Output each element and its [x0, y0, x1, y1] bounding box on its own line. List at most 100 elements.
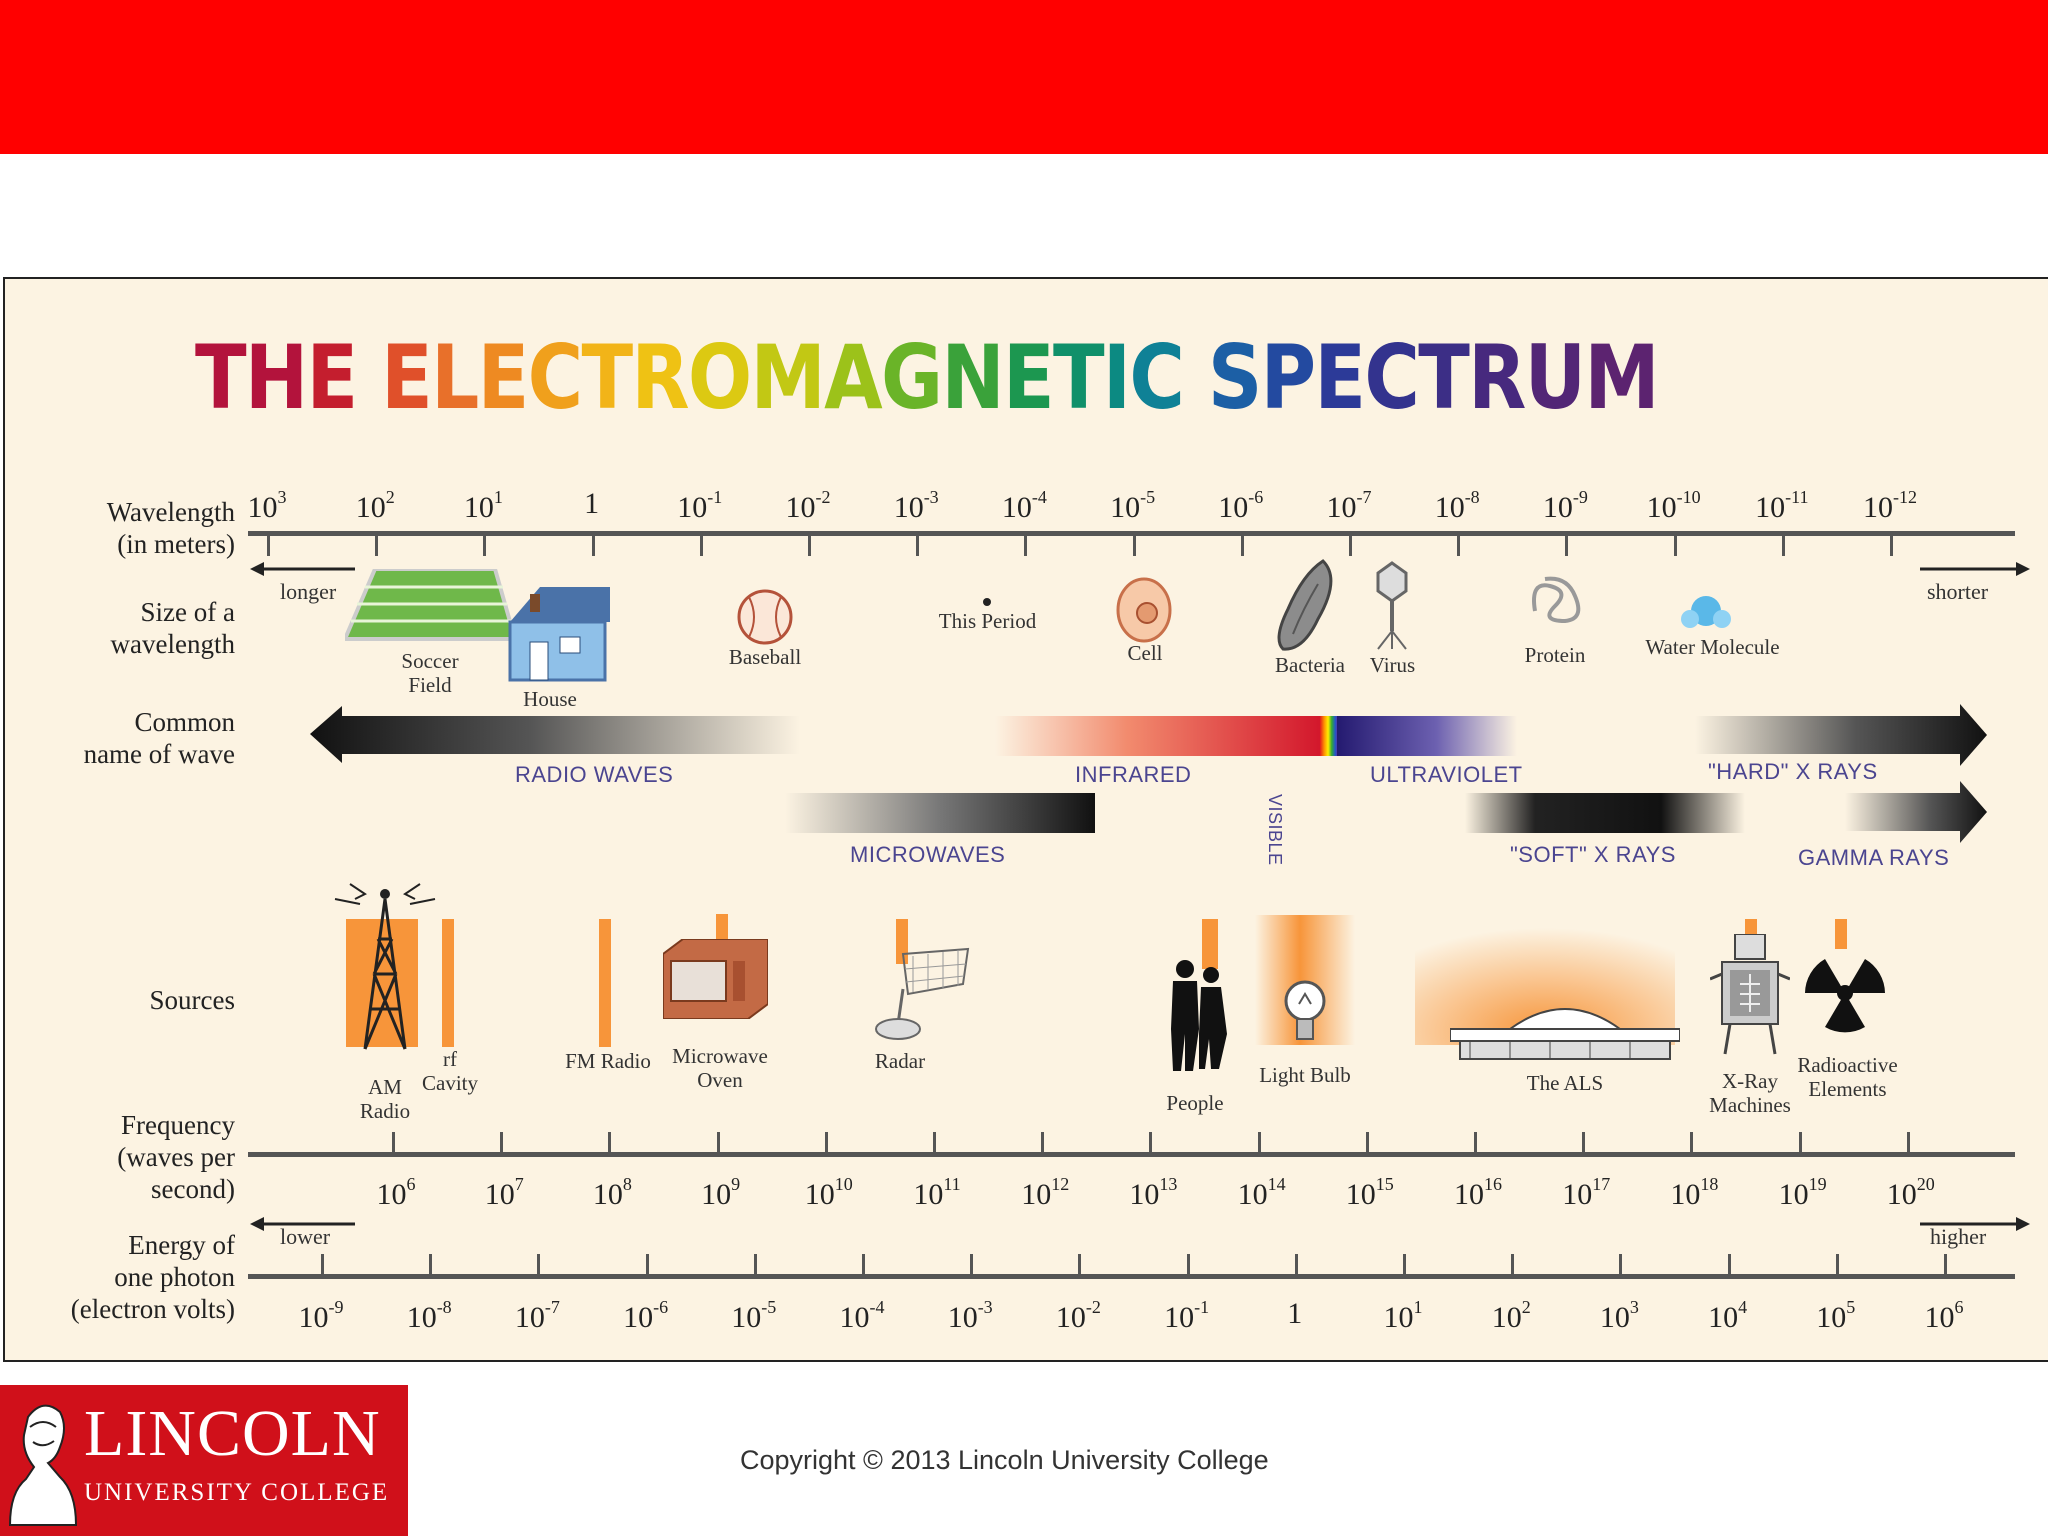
microwaves-bar — [785, 793, 1095, 833]
en-ticks-mark — [753, 1254, 757, 1274]
xray-machine-label: X-Ray Machines — [1709, 1069, 1791, 1117]
title-letter: P — [1260, 326, 1316, 429]
title-letter: T — [195, 326, 247, 429]
radar-label: Radar — [874, 1049, 926, 1073]
title-letter: I — [1102, 326, 1131, 429]
fr-tick-label: 1011 — [913, 1174, 961, 1211]
gamma-rays-label: GAMMA RAYS — [1798, 845, 1950, 870]
fr-ticks-mark — [1474, 1132, 1477, 1152]
light-bulb-icon — [1284, 980, 1326, 1040]
cell-icon — [1116, 577, 1172, 643]
people-label: People — [1166, 1091, 1224, 1115]
en-tick-label: 10-1 — [1164, 1297, 1210, 1334]
title-letter: A — [824, 326, 883, 429]
en-ticks-mark — [1944, 1254, 1947, 1274]
en-ticks-mark — [429, 1254, 433, 1274]
en-ticks-mark — [1078, 1254, 1082, 1274]
hard-xrays-bar — [1695, 704, 1987, 766]
longer-label: longer — [280, 579, 337, 604]
title-letter: E — [477, 326, 530, 429]
fr-tick-label: 106 — [376, 1174, 416, 1211]
title-letter: H — [244, 326, 308, 429]
en-tick-label: 10-5 — [731, 1297, 777, 1334]
wl-tick-label: 10-7 — [1326, 487, 1372, 524]
higher-arrow-icon — [1920, 1217, 2030, 1231]
en-ticks-mark — [537, 1254, 541, 1274]
logo-subtitle: UNIVERSITY COLLEGE — [84, 1479, 390, 1506]
soft-xrays-label: "SOFT" X RAYS — [1510, 842, 1676, 867]
am-radio-tower-icon — [334, 883, 436, 1050]
title-letter: T — [1053, 326, 1105, 429]
wl-ticks-mark — [1132, 536, 1136, 556]
wl-tick-label: 10-9 — [1542, 487, 1588, 524]
fr-tick-label: 1019 — [1778, 1174, 1827, 1211]
title-letter: C — [1129, 326, 1185, 429]
en-ticks-mark — [1619, 1254, 1623, 1274]
row-label-frequency: Frequency (waves per second) — [117, 1110, 235, 1204]
fr-tick-label: 1014 — [1237, 1174, 1286, 1211]
logo-name: LINCOLN — [84, 1397, 381, 1470]
fm-radio-glow — [599, 919, 611, 1047]
protein-icon — [1532, 576, 1581, 624]
radioactive-label: Radioactive Elements — [1797, 1053, 1898, 1101]
lower-label: lower — [280, 1224, 331, 1249]
fr-ticks-mark — [1582, 1132, 1586, 1152]
row-label-wavelength: Wavelength (in meters) — [106, 497, 235, 559]
en-ticks-mark — [970, 1254, 974, 1274]
wl-ticks-mark — [916, 536, 920, 556]
header-band — [0, 0, 2048, 154]
fr-ticks-mark — [716, 1132, 720, 1152]
visible-bar — [1320, 716, 1338, 756]
en-tick-label: 10-7 — [514, 1297, 560, 1334]
rf-cavity-glow — [442, 919, 454, 1047]
virus-label: Virus — [1369, 653, 1416, 677]
wl-ticks-mark — [808, 536, 811, 556]
title-letter: L — [431, 326, 479, 429]
fr-ticks-mark — [1149, 1132, 1153, 1152]
fr-tick-label: 1013 — [1129, 1174, 1178, 1211]
hard-xrays-label: "HARD" X RAYS — [1708, 759, 1878, 784]
wl-ticks-mark — [267, 536, 270, 556]
microwave-glow — [716, 914, 728, 944]
baseball-label: Baseball — [728, 645, 802, 669]
ultraviolet-label: ULTRAVIOLET — [1370, 762, 1523, 787]
wl-tick-label: 101 — [463, 487, 503, 524]
gamma-rays-bar — [1845, 781, 1987, 843]
copyright-text: Copyright © 2013 Lincoln University Coll… — [740, 1445, 1269, 1475]
wl-ticks-mark — [1565, 536, 1569, 556]
title-letter: C — [527, 326, 584, 429]
fr-ticks-mark — [392, 1132, 395, 1152]
wl-ticks-mark — [1781, 536, 1785, 556]
cell-label: Cell — [1127, 641, 1163, 665]
wl-ticks-mark — [1673, 536, 1677, 556]
wl-tick-label: 102 — [355, 487, 395, 524]
em-spectrum-diagram: THE ELECTROMAGNETIC SPECTRUM Wavelength(… — [3, 277, 2048, 1362]
title-letter: T — [581, 326, 633, 429]
light-bulb-label: Light Bulb — [1259, 1063, 1351, 1087]
microwaves-label: MICROWAVES — [850, 842, 1006, 867]
wl-tick-label: 10-2 — [785, 487, 831, 524]
wl-tick-label: 10-3 — [893, 487, 939, 524]
people-icon — [1171, 960, 1227, 1071]
title-letter: C — [1364, 326, 1420, 429]
fr-tick-label: 108 — [592, 1174, 632, 1211]
rf-cavity-label: rf Cavity — [422, 1047, 478, 1095]
frequency-axis — [248, 1152, 2015, 1157]
wl-tick-label: 10-5 — [1110, 487, 1156, 524]
en-ticks-mark — [1186, 1254, 1190, 1274]
period-dot-icon — [983, 598, 991, 606]
microwave-oven-label: Microwave Oven — [672, 1044, 768, 1092]
fr-ticks-mark — [500, 1132, 504, 1152]
title-letter: E — [1314, 326, 1366, 429]
house-label: House — [523, 687, 577, 711]
higher-label: higher — [1930, 1224, 1987, 1249]
title-letter: R — [631, 326, 689, 429]
row-label-energy: Energy of one photon (electron volts) — [70, 1230, 235, 1324]
title-letter: E — [1003, 326, 1055, 429]
row-label-sources: Sources — [149, 985, 235, 1015]
fr-tick-label: 1012 — [1021, 1174, 1070, 1211]
water-molecule-icon — [1681, 596, 1731, 628]
longer-arrow-icon — [250, 562, 355, 576]
title-letter: O — [687, 326, 752, 429]
fr-tick-label: 1020 — [1886, 1174, 1935, 1211]
